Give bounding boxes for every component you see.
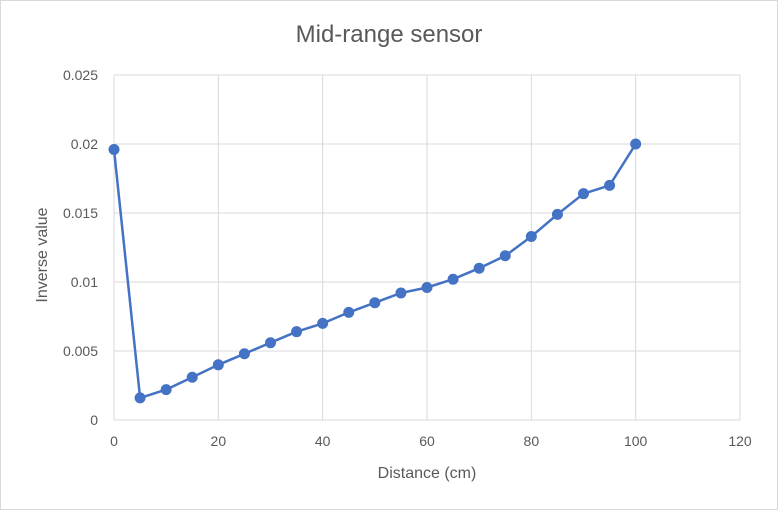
data-point [238,348,250,360]
data-point [369,297,381,309]
data-point [160,384,172,396]
x-tick-label: 100 [624,433,648,449]
data-point [108,144,120,156]
y-axis-label: Inverse value [34,207,51,302]
y-tick-label: 0.005 [63,343,98,359]
data-point [291,326,303,338]
series-line [112,143,637,400]
x-tick-label: 80 [524,433,540,449]
data-point [212,359,224,371]
data-point [525,230,537,242]
data-point [551,208,563,220]
x-tick-label: 120 [728,433,752,449]
data-point [421,282,433,294]
x-tick-label: 40 [315,433,331,449]
data-point [447,273,459,285]
x-tick-label: 20 [211,433,227,449]
series-group [108,138,642,404]
y-tick-label: 0.025 [63,67,98,83]
chart-title: Mid-range sensor [296,21,483,48]
data-point [630,138,642,150]
x-axis-label: Distance (cm) [378,465,477,482]
data-point [395,287,407,299]
y-tick-label: 0.02 [71,136,98,152]
x-tick-label: 0 [110,433,118,449]
y-tick-label: 0.01 [71,274,98,290]
data-point [265,337,276,349]
y-axis-ticks: 0 0.005 0.01 0.015 0.02 0.025 [63,67,98,428]
data-point [578,188,589,200]
data-point [134,392,146,404]
data-point [343,306,355,318]
y-tick-label: 0 [90,412,98,428]
gridlines [113,74,741,421]
y-tick-label: 0.015 [63,205,98,221]
data-point [604,179,616,191]
x-tick-label: 60 [419,433,435,449]
data-point [499,250,511,262]
data-point [317,317,329,329]
data-point [473,262,485,274]
x-axis-ticks: 0 20 40 60 80 100 120 [110,433,752,449]
data-point [186,371,198,383]
